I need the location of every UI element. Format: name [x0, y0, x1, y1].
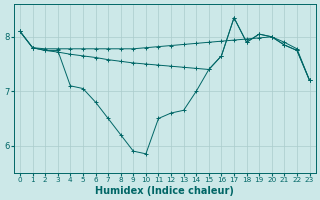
X-axis label: Humidex (Indice chaleur): Humidex (Indice chaleur)	[95, 186, 234, 196]
